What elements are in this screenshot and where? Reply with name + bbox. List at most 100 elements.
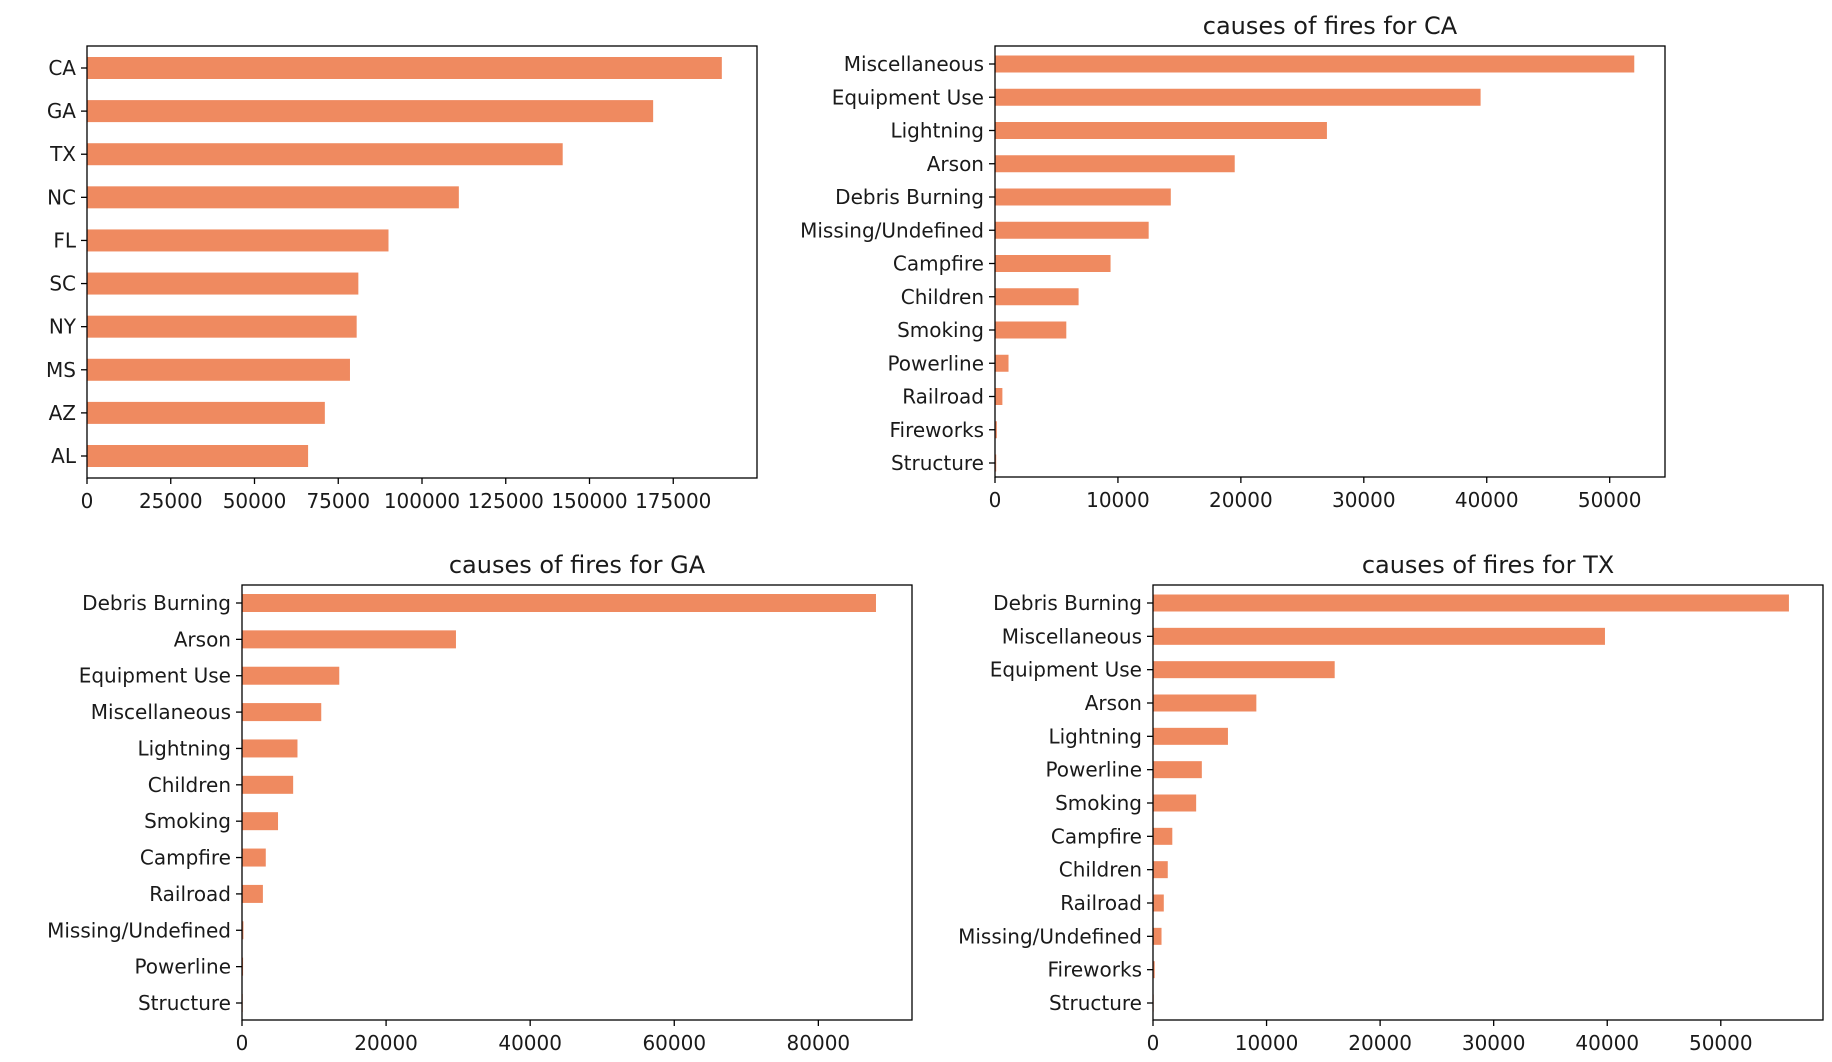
plot-frame bbox=[1152, 584, 1824, 1021]
bar-lightning bbox=[242, 739, 298, 758]
y-tick-label: Miscellaneous bbox=[91, 700, 231, 724]
bar-az bbox=[87, 401, 325, 424]
y-tick-label: Smoking bbox=[897, 318, 984, 342]
x-tick-label: 80000 bbox=[787, 1031, 851, 1055]
bar-lightning bbox=[1153, 727, 1228, 745]
x-tick-label: 175000 bbox=[635, 489, 711, 513]
y-tick-label: Powerline bbox=[134, 955, 231, 979]
y-tick-label: Campfire bbox=[140, 846, 231, 870]
bar-miscellaneous bbox=[995, 55, 1635, 73]
x-tick-label: 0 bbox=[1147, 1031, 1160, 1055]
y-tick-label: Campfire bbox=[893, 252, 984, 276]
bar-sc bbox=[87, 272, 359, 295]
y-tick-label: Structure bbox=[891, 451, 984, 475]
chart-states: AL AZ MS NY SC FL NC TX GA CA 0 25000 50000 75000 1000… bbox=[46, 45, 758, 513]
y-tick-label: Fireworks bbox=[1047, 958, 1142, 982]
bar-equipment-use bbox=[242, 666, 340, 685]
x-tick-label: 20000 bbox=[354, 1031, 418, 1055]
bar-fireworks bbox=[995, 421, 997, 439]
bar-smoking bbox=[995, 321, 1067, 339]
plot-frame bbox=[86, 45, 758, 479]
y-tick-label: AZ bbox=[49, 401, 76, 425]
chart-title: causes of fires for TX bbox=[1362, 551, 1614, 579]
bar-miscellaneous bbox=[1153, 627, 1605, 645]
x-tick-label: 0 bbox=[236, 1031, 249, 1055]
bar-arson bbox=[995, 155, 1235, 173]
y-tick-label: TX bbox=[49, 142, 76, 166]
bar-children bbox=[242, 775, 294, 794]
chart-title: causes of fires for GA bbox=[449, 551, 706, 579]
x-tick-label: 30000 bbox=[1332, 488, 1396, 512]
y-tick-label: CA bbox=[48, 56, 76, 80]
bar-missing-undefined bbox=[995, 221, 1149, 239]
bar-equipment-use bbox=[1153, 661, 1335, 679]
y-tick-label: Debris Burning bbox=[82, 591, 231, 615]
y-tick-label: Structure bbox=[138, 991, 231, 1015]
bar-tx bbox=[87, 143, 563, 166]
x-tick-label: 150000 bbox=[551, 489, 627, 513]
y-tick-label: Missing/Undefined bbox=[800, 218, 984, 242]
x-tick-label: 10000 bbox=[1235, 1031, 1299, 1055]
y-tick-label: Equipment Use bbox=[832, 85, 984, 109]
bar-ca bbox=[87, 57, 722, 79]
bar-missing-undefined bbox=[1153, 927, 1162, 945]
bar-railroad bbox=[242, 884, 263, 903]
y-tick-label: Lightning bbox=[890, 119, 984, 143]
chart-title: causes of fires for CA bbox=[1203, 12, 1458, 40]
bar-ny bbox=[87, 315, 357, 338]
chart-ga: causes of fires for GA Structure Powerline… bbox=[47, 551, 913, 1055]
plot-frame bbox=[994, 45, 1666, 478]
bar-fl bbox=[87, 229, 389, 252]
bar-debris-burning bbox=[1153, 594, 1789, 612]
bar-railroad bbox=[1153, 894, 1164, 912]
y-tick-label: Lightning bbox=[1048, 724, 1142, 748]
x-tick-label: 30000 bbox=[1462, 1031, 1526, 1055]
bar-debris-burning bbox=[995, 188, 1171, 206]
bar-children bbox=[995, 288, 1079, 306]
y-tick-label: Miscellaneous bbox=[844, 52, 984, 76]
bar-powerline bbox=[995, 354, 1009, 372]
y-tick-label: SC bbox=[49, 272, 76, 296]
y-tick-label: Arson bbox=[927, 152, 984, 176]
x-tick-label: 25000 bbox=[139, 489, 203, 513]
bar-equipment-use bbox=[995, 88, 1481, 106]
bar-missing-undefined bbox=[242, 921, 244, 940]
y-tick-label: Lightning bbox=[137, 736, 231, 760]
bar-children bbox=[1153, 861, 1168, 879]
x-tick-label: 20000 bbox=[1209, 488, 1273, 512]
y-tick-label: Debris Burning bbox=[993, 591, 1142, 615]
bar-debris-burning bbox=[242, 594, 876, 612]
bar-campfire bbox=[995, 255, 1111, 272]
y-tick-label: NC bbox=[47, 185, 76, 209]
chart-tx: causes of fires for TX Structure Fireworks… bbox=[958, 551, 1824, 1055]
bar-railroad bbox=[995, 388, 1003, 405]
y-tick-label: FL bbox=[53, 228, 77, 252]
x-tick-label: 40000 bbox=[1455, 488, 1519, 512]
y-tick-label: Railroad bbox=[149, 882, 231, 906]
y-tick-label: Miscellaneous bbox=[1002, 624, 1142, 648]
x-tick-label: 40000 bbox=[498, 1031, 562, 1055]
y-tick-label: Smoking bbox=[1055, 791, 1142, 815]
bar-campfire bbox=[1153, 827, 1173, 845]
bar-powerline bbox=[1153, 761, 1202, 779]
x-tick-label: 60000 bbox=[642, 1031, 706, 1055]
chart-ca: causes of fires for CA Structure Fireworks… bbox=[800, 12, 1666, 512]
bar-campfire bbox=[242, 848, 266, 867]
y-tick-label: Children bbox=[1059, 858, 1142, 882]
x-tick-label: 50000 bbox=[1578, 488, 1642, 512]
bar-smoking bbox=[1153, 794, 1197, 812]
x-tick-label: 50000 bbox=[1689, 1031, 1753, 1055]
bar-miscellaneous bbox=[242, 703, 322, 722]
bar-fireworks bbox=[1153, 961, 1155, 979]
bar-smoking bbox=[242, 812, 279, 831]
bar-nc bbox=[87, 186, 459, 209]
x-tick-label: 0 bbox=[81, 489, 94, 513]
y-tick-label: Campfire bbox=[1051, 824, 1142, 848]
bar-arson bbox=[242, 630, 456, 649]
y-tick-label: Children bbox=[901, 285, 984, 309]
plot-frame bbox=[241, 584, 913, 1021]
y-tick-label: Powerline bbox=[1045, 758, 1142, 782]
x-tick-label: 40000 bbox=[1575, 1031, 1639, 1055]
y-tick-label: Arson bbox=[174, 627, 231, 651]
